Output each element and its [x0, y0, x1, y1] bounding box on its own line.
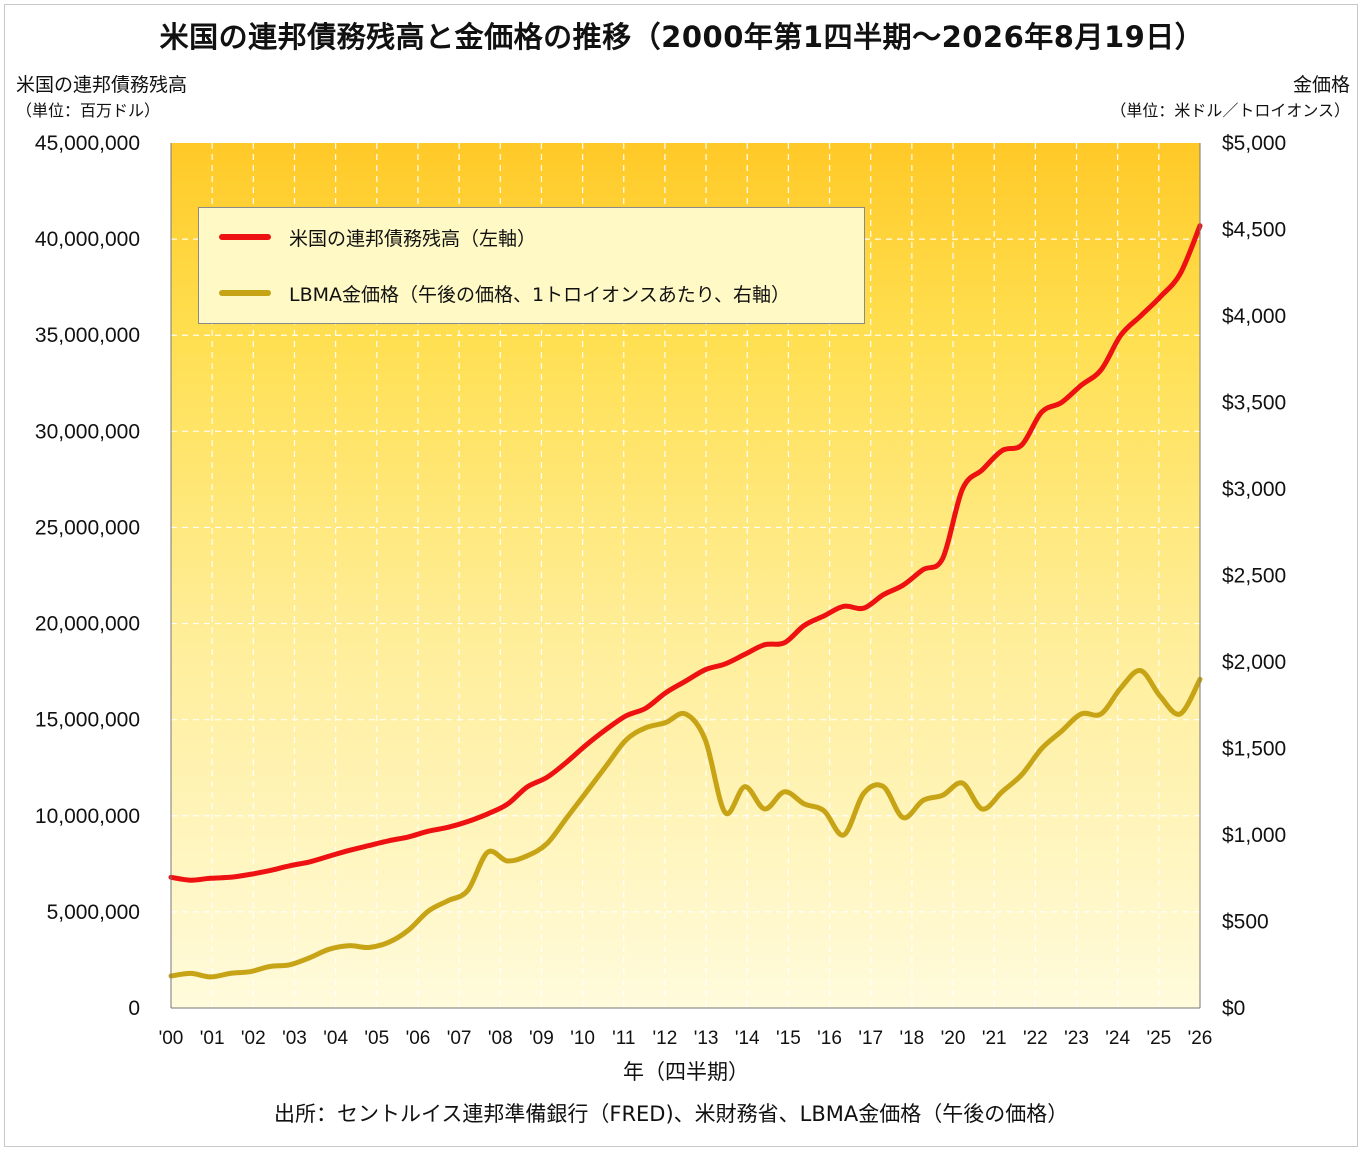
x-tick-label: '16: [817, 1028, 842, 1049]
y-right-tick-label: $3,000: [1222, 478, 1286, 501]
x-tick-label: '05: [364, 1028, 389, 1049]
x-tick-label: '04: [323, 1028, 348, 1049]
y-right-tick-label: $2,000: [1222, 651, 1286, 674]
y-right-tick-label: $0: [1222, 997, 1245, 1020]
x-tick-label: '14: [735, 1028, 760, 1049]
x-tick-label: '13: [694, 1028, 719, 1049]
left-axis-title: 米国の連邦債務残高 （単位：百万ドル）: [16, 72, 187, 124]
x-tick-label: '01: [200, 1028, 225, 1049]
x-tick-label: '22: [1023, 1028, 1048, 1049]
legend-label-debt: 米国の連邦債務残高（左軸）: [289, 227, 537, 250]
legend-label-gold: LBMA金価格（午後の価格、1トロイオンスあたり、右軸）: [289, 283, 790, 306]
chart-title: 米国の連邦債務残高と金価格の推移（2000年第1四半期～2026年8月19日）: [159, 20, 1205, 54]
right-axis-title-text: 金価格: [1292, 74, 1350, 96]
series-line-gold-price: [168, 668, 1203, 980]
legend-swatch-debt: [219, 234, 271, 240]
source-note: 出所：セントルイス連邦準備銀行（FRED)、米財務省、LBMA金価格（午後の価格…: [274, 1102, 1069, 1126]
x-tick-label: '23: [1064, 1028, 1089, 1049]
x-tick-label: '26: [1188, 1028, 1213, 1049]
y-right-tick-label: $4,500: [1222, 219, 1286, 242]
x-tick-label: '20: [941, 1028, 966, 1049]
right-axis-unit: （単位：米ドル／トロイオンス）: [1110, 101, 1350, 120]
y-left-tick-label: 45,000,000: [35, 132, 140, 155]
x-tick-label: '21: [982, 1028, 1007, 1049]
y-left-tick-label: 0: [128, 997, 140, 1020]
right-axis-title: 金価格 （単位：米ドル／トロイオンス）: [1110, 72, 1350, 124]
y-left-tick-label: 40,000,000: [35, 228, 140, 251]
legend-swatch-gold: [219, 290, 271, 296]
y-right-tick-label: $3,500: [1222, 392, 1286, 415]
x-tick-label: '07: [447, 1028, 472, 1049]
y-right-tick-label: $1,500: [1222, 738, 1286, 761]
x-tick-label: '00: [159, 1028, 184, 1049]
x-tick-label: '12: [653, 1028, 678, 1049]
x-tick-label: '03: [282, 1028, 307, 1049]
series-line-federal-debt: [168, 223, 1203, 883]
legend-item-debt: 米国の連邦債務残高（左軸）: [219, 222, 536, 252]
x-tick-label: '09: [529, 1028, 554, 1049]
x-tick-label: '02: [241, 1028, 266, 1049]
x-tick-label: '17: [858, 1028, 883, 1049]
x-tick-label: '15: [776, 1028, 801, 1049]
x-tick-label: '18: [899, 1028, 924, 1049]
x-tick-label: '10: [570, 1028, 595, 1049]
x-tick-label: '11: [612, 1028, 635, 1049]
y-left-tick-label: 30,000,000: [35, 420, 140, 443]
y-left-tick-label: 5,000,000: [47, 901, 140, 924]
y-right-tick-label: $1,000: [1222, 824, 1286, 847]
left-axis-unit: （単位：百万ドル）: [16, 101, 161, 120]
y-left-tick-label: 20,000,000: [35, 613, 140, 636]
left-axis-title-text: 米国の連邦債務残高: [16, 74, 188, 96]
legend-item-gold: LBMA金価格（午後の価格、1トロイオンスあたり、右軸）: [219, 278, 790, 308]
y-right-tick-label: $5,000: [1222, 132, 1286, 155]
x-tick-label: '25: [1146, 1028, 1171, 1049]
y-right-tick-label: $2,500: [1222, 565, 1286, 588]
x-axis-label: 年（四半期）: [623, 1060, 749, 1084]
legend: 米国の連邦債務残高（左軸） LBMA金価格（午後の価格、1トロイオンスあたり、右…: [198, 207, 865, 324]
x-tick-label: '08: [488, 1028, 513, 1049]
y-left-tick-label: 15,000,000: [35, 709, 140, 732]
y-left-tick-label: 35,000,000: [35, 324, 140, 347]
y-right-tick-label: $4,000: [1222, 305, 1286, 328]
x-tick-label: '06: [406, 1028, 431, 1049]
x-tick-label: '24: [1105, 1028, 1130, 1049]
y-left-tick-label: 25,000,000: [35, 516, 140, 539]
y-right-tick-label: $500: [1222, 911, 1269, 934]
chart-frame: [4, 4, 1358, 1147]
y-left-tick-label: 10,000,000: [35, 805, 140, 828]
